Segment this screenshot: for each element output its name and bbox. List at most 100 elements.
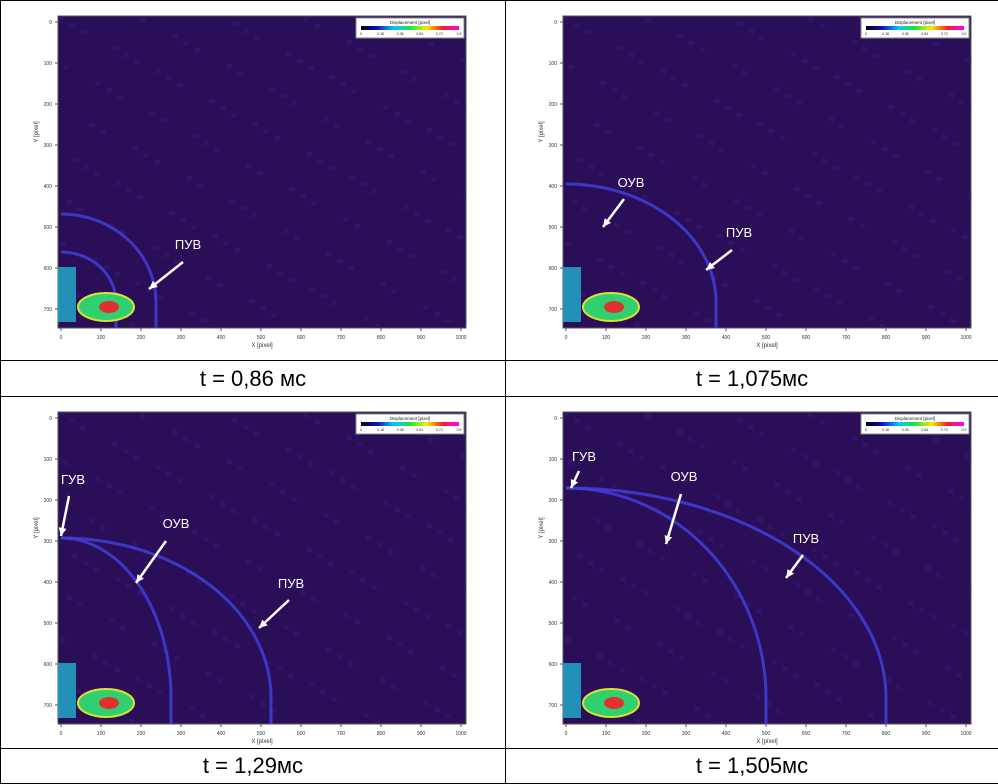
y-axis-label: Y [pixel] xyxy=(34,517,40,539)
noise xyxy=(428,42,434,46)
noise xyxy=(135,281,141,285)
colorbar-tick: 0.72 xyxy=(436,428,443,432)
x-tick-label: 1000 xyxy=(960,335,971,341)
annotation: ПУВ xyxy=(278,576,304,591)
noise xyxy=(200,714,206,718)
noise xyxy=(251,213,257,217)
noise xyxy=(876,585,882,589)
noise xyxy=(425,615,431,619)
noise xyxy=(403,601,409,605)
noise xyxy=(283,625,289,629)
noise xyxy=(619,272,625,276)
colorbar xyxy=(361,422,459,426)
noise xyxy=(177,479,183,483)
noise xyxy=(816,597,822,601)
noise xyxy=(836,301,842,305)
noise xyxy=(825,690,831,694)
noise xyxy=(132,146,138,150)
x-tick-label: 100 xyxy=(97,335,106,341)
noise xyxy=(434,312,440,316)
noise xyxy=(309,287,315,291)
noise xyxy=(696,225,702,229)
colorbar xyxy=(866,26,964,30)
noise xyxy=(403,205,409,209)
x-tick-label: 700 xyxy=(842,731,851,737)
noise xyxy=(58,412,64,416)
noise xyxy=(814,287,820,291)
noise xyxy=(386,240,392,244)
noise xyxy=(585,426,591,430)
noise xyxy=(437,135,443,139)
noise xyxy=(708,141,714,145)
noise xyxy=(405,119,411,123)
noise xyxy=(805,590,811,594)
noise xyxy=(388,550,394,554)
noise xyxy=(736,113,742,117)
noise xyxy=(659,160,665,164)
noise xyxy=(103,265,109,269)
colorbar-tick: 0.18 xyxy=(377,428,384,432)
noise xyxy=(811,548,817,552)
hot-spot-core xyxy=(604,301,624,313)
noise xyxy=(694,707,700,711)
noise xyxy=(828,117,834,121)
noise xyxy=(314,24,320,28)
noise xyxy=(431,177,437,181)
noise xyxy=(174,260,180,264)
y-tick-label: 500 xyxy=(44,621,53,627)
noise xyxy=(95,81,101,85)
noise xyxy=(725,502,731,506)
noise xyxy=(834,471,840,475)
noise xyxy=(129,323,135,327)
noise xyxy=(246,164,252,168)
noise xyxy=(799,236,805,240)
noise xyxy=(640,677,646,681)
noise xyxy=(651,288,657,292)
noise xyxy=(112,46,118,50)
noise xyxy=(865,182,871,186)
noise xyxy=(206,276,212,280)
noise xyxy=(306,548,312,552)
noise xyxy=(802,455,808,459)
noise xyxy=(371,585,377,589)
y-tick-label: 600 xyxy=(549,266,558,272)
noise xyxy=(931,128,937,132)
noise xyxy=(60,638,66,642)
y-tick-label: 100 xyxy=(44,457,53,463)
x-tick-label: 900 xyxy=(922,731,931,737)
noise xyxy=(80,30,86,34)
noise xyxy=(854,175,860,179)
hot-spot-left xyxy=(563,663,581,718)
noise xyxy=(771,660,777,664)
noise xyxy=(243,29,249,33)
x-tick-label: 300 xyxy=(682,731,691,737)
noise xyxy=(425,219,431,223)
noise xyxy=(794,583,800,587)
noise xyxy=(423,305,429,309)
noise xyxy=(833,562,839,566)
x-tick-label: 500 xyxy=(762,335,771,341)
noise xyxy=(659,556,665,560)
noise xyxy=(252,122,258,126)
noise xyxy=(956,673,962,677)
noise xyxy=(180,218,186,222)
noise xyxy=(443,489,449,493)
noise xyxy=(842,259,848,263)
noise xyxy=(685,614,691,618)
noise xyxy=(674,607,680,611)
x-tick-label: 500 xyxy=(762,731,771,737)
x-tick-label: 100 xyxy=(97,731,106,737)
noise xyxy=(257,171,263,175)
x-axis-label: X [pixel] xyxy=(756,343,778,349)
noise xyxy=(668,253,674,257)
y-tick-label: 700 xyxy=(549,307,558,313)
noise xyxy=(605,526,611,530)
noise xyxy=(80,426,86,430)
noise xyxy=(848,217,854,221)
noise xyxy=(868,713,874,717)
x-tick-label: 500 xyxy=(257,731,266,737)
noise xyxy=(386,636,392,640)
